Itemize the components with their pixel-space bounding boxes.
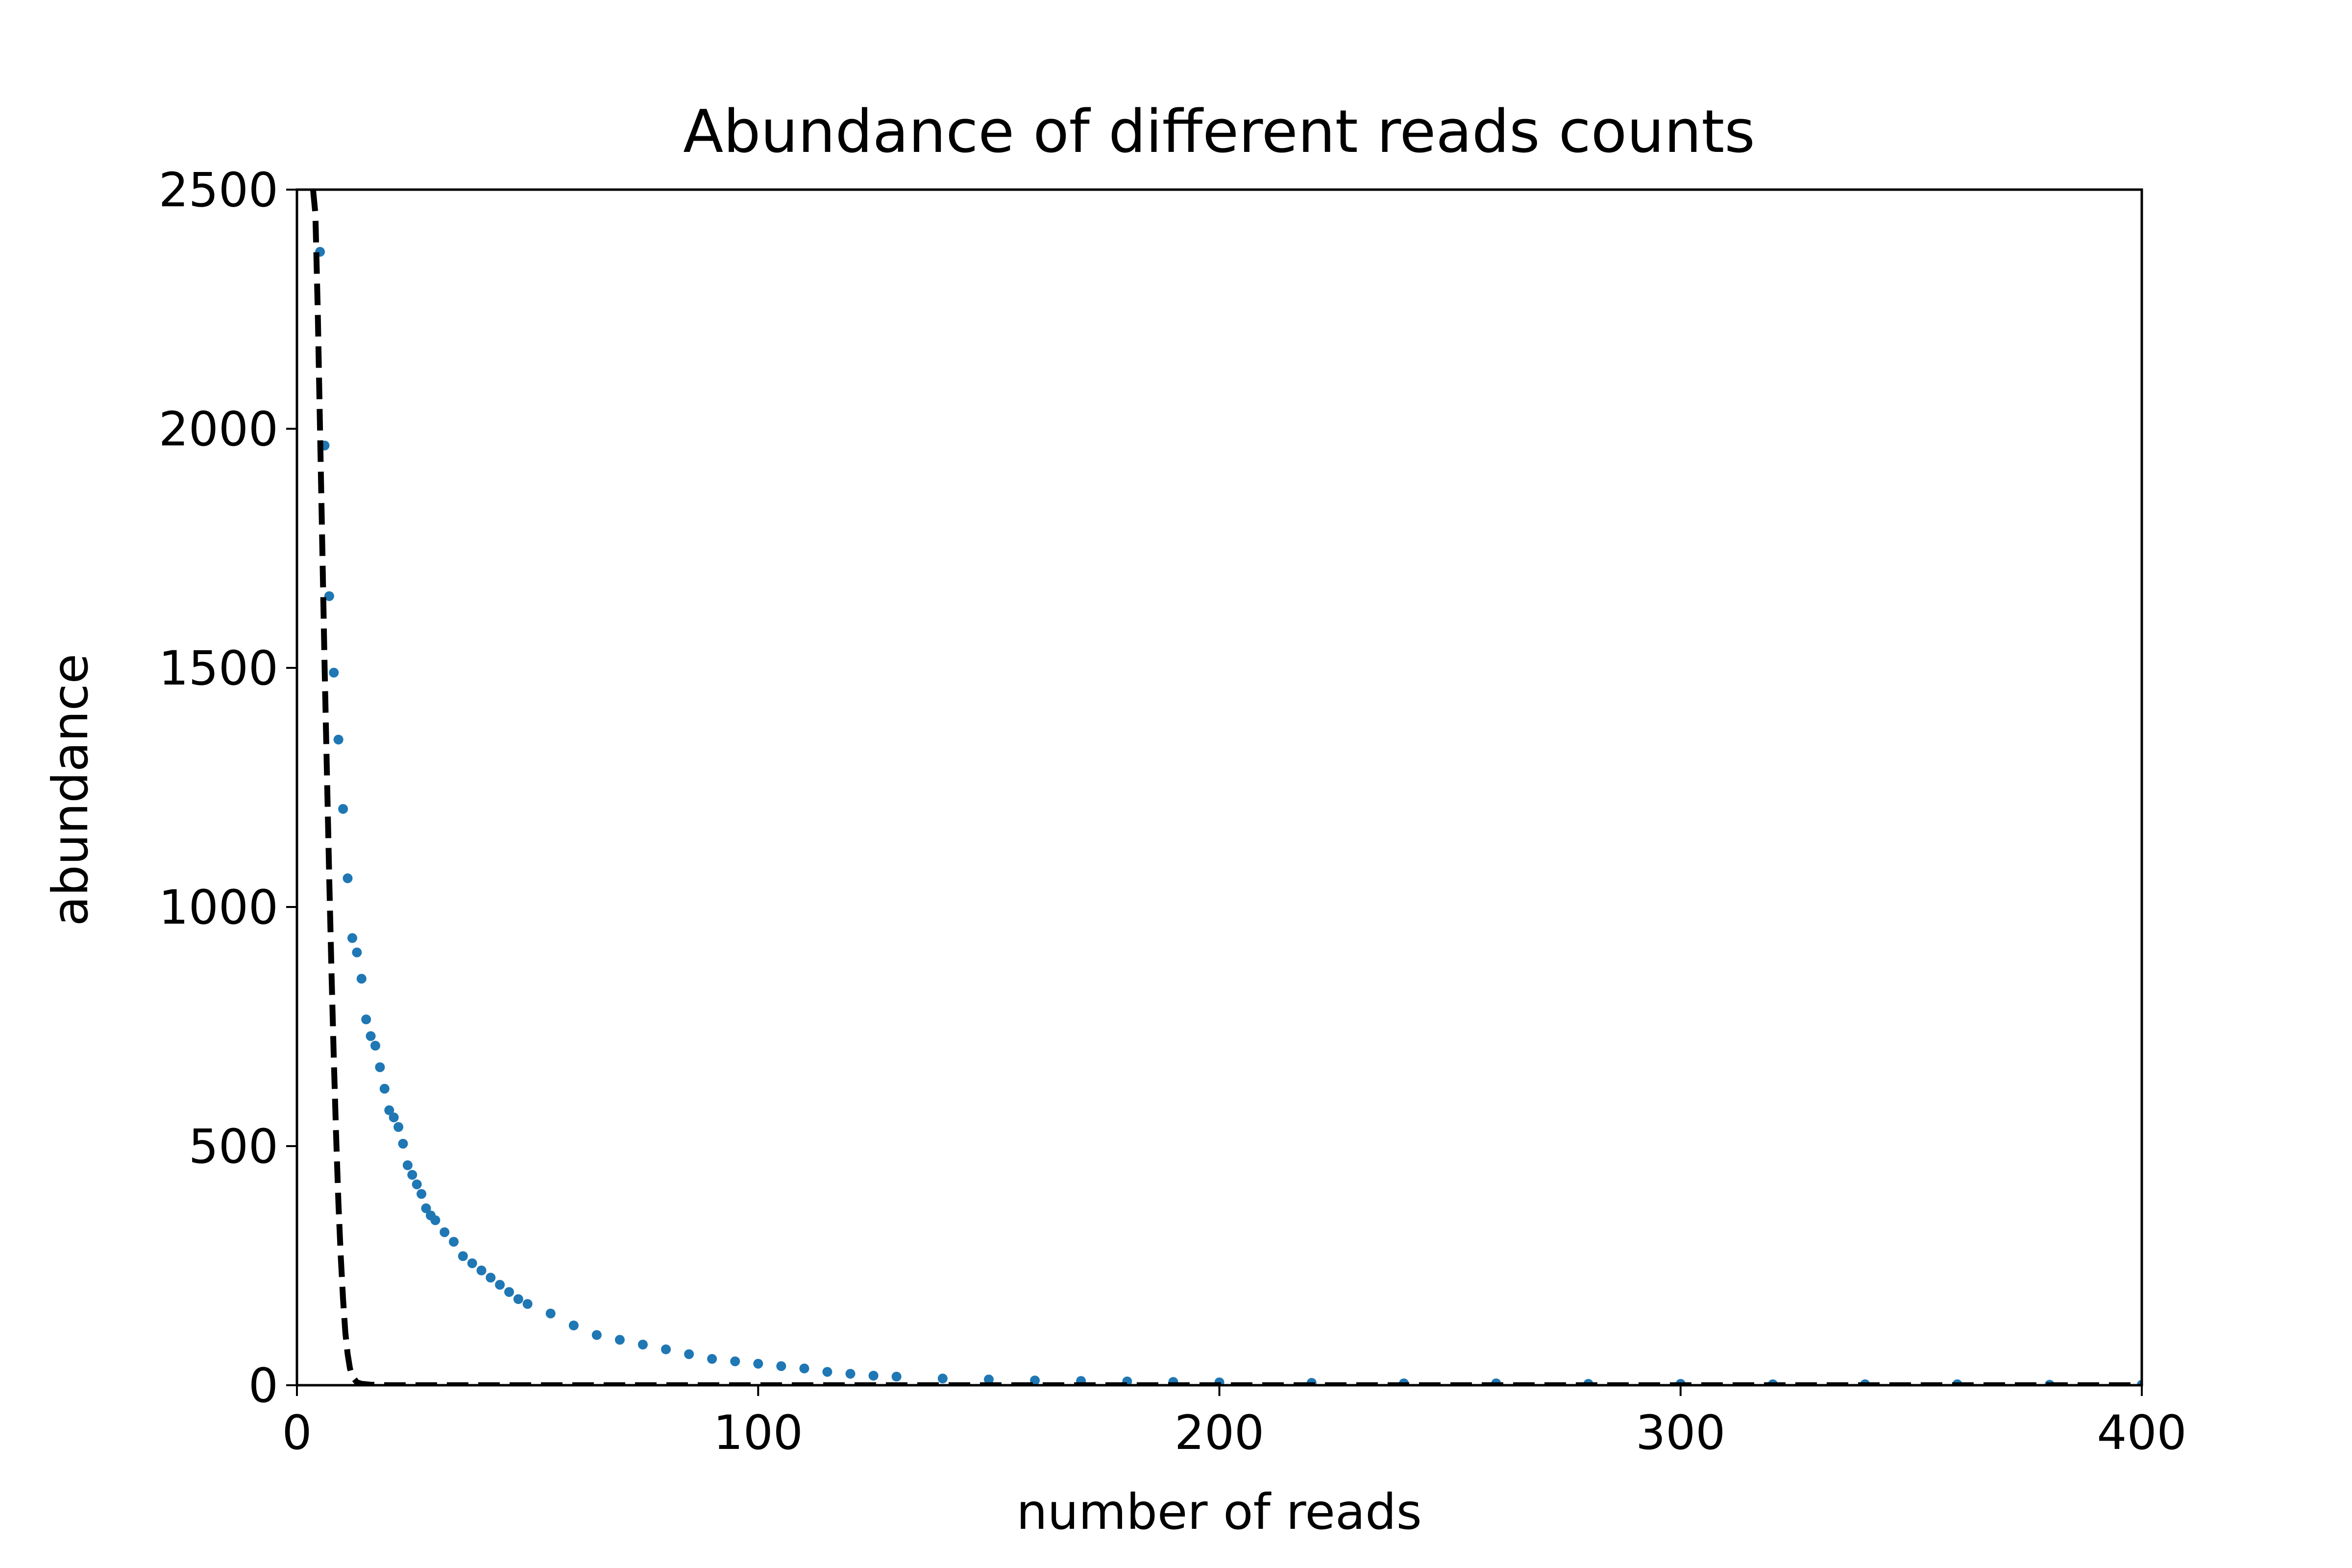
data-point (476, 1265, 487, 1275)
data-point (661, 1344, 671, 1354)
y-tick-label: 1000 (159, 880, 278, 935)
x-tick-label: 200 (1175, 1405, 1264, 1460)
data-point (730, 1356, 740, 1367)
data-point (822, 1367, 833, 1377)
data-point (983, 1374, 994, 1385)
data-point (352, 947, 362, 957)
data-point (347, 933, 357, 943)
data-point (684, 1349, 694, 1359)
data-point (486, 1273, 496, 1283)
data-point (440, 1227, 450, 1237)
data-point (799, 1363, 809, 1373)
data-point (614, 1335, 625, 1345)
data-point (753, 1359, 763, 1369)
chart-title: Abundance of different reads counts (683, 98, 1755, 166)
data-point (937, 1373, 948, 1384)
data-point (467, 1258, 477, 1269)
data-point (333, 735, 343, 745)
data-point (366, 1031, 376, 1041)
fit-curve (310, 190, 2142, 1385)
data-point (513, 1294, 523, 1304)
data-point (891, 1372, 902, 1382)
plot-content (310, 190, 2142, 1385)
data-point (421, 1203, 431, 1213)
x-tick-label: 400 (2097, 1405, 2186, 1460)
data-point (375, 1062, 385, 1072)
data-point (868, 1371, 879, 1381)
data-point (407, 1170, 417, 1180)
data-point (707, 1354, 717, 1364)
y-tick-label: 0 (248, 1358, 278, 1413)
data-point (776, 1361, 786, 1371)
x-axis-label: number of reads (1016, 1483, 1422, 1541)
axis-ticks: 0 100 200 300 400 0 500 1000 1500 2000 2500 (159, 163, 2187, 1460)
data-point (568, 1321, 579, 1330)
data-point (402, 1160, 413, 1170)
data-point (412, 1179, 422, 1190)
data-point (379, 1083, 390, 1094)
y-axis-label: abundance (42, 654, 99, 926)
data-point (416, 1189, 427, 1199)
y-tick-label: 500 (189, 1119, 278, 1174)
data-point (545, 1308, 556, 1319)
data-point (324, 591, 334, 601)
data-point (384, 1105, 394, 1115)
data-point (329, 667, 339, 678)
data-point (370, 1041, 380, 1051)
data-point (637, 1340, 648, 1349)
data-point (338, 804, 348, 814)
data-point (356, 974, 367, 984)
x-tick-label: 300 (1636, 1405, 1725, 1460)
data-point (343, 873, 353, 883)
data-point (398, 1139, 408, 1149)
x-tick-label: 0 (282, 1405, 312, 1460)
y-tick-label: 2500 (159, 163, 278, 218)
data-point (361, 1014, 371, 1025)
plot-frame (295, 188, 2143, 1387)
y-tick-label: 1500 (159, 641, 278, 696)
data-point (430, 1215, 441, 1225)
data-point (458, 1251, 468, 1261)
data-point (495, 1280, 505, 1290)
data-point (504, 1287, 514, 1297)
y-tick-label: 2000 (159, 402, 278, 457)
x-tick-label: 100 (713, 1405, 803, 1460)
data-point (522, 1299, 533, 1309)
data-point (389, 1112, 399, 1123)
data-point (845, 1369, 856, 1379)
data-point (591, 1330, 602, 1340)
data-point (393, 1122, 404, 1132)
data-point (449, 1237, 459, 1247)
